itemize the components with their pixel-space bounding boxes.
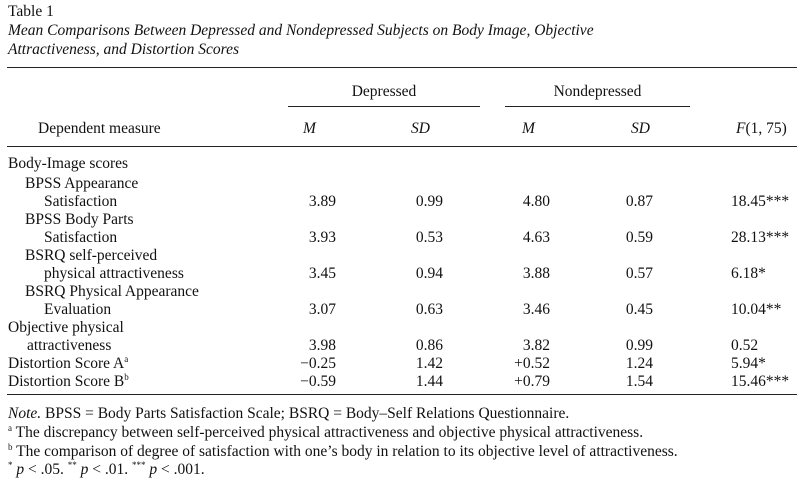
cell-sd-nondepressed: 1.24: [625, 355, 653, 372]
cell-m-depressed: 3.93: [308, 229, 336, 246]
cell-f: 10.04**: [731, 301, 782, 318]
row-label-line-2: physical attractiveness: [44, 265, 184, 282]
cell-m-depressed: −0.59: [300, 373, 336, 390]
row-label: Distortion Score Aa: [8, 355, 128, 373]
row-label-line-1: BPSS Body Parts: [25, 211, 134, 228]
footnote-b: b The comparison of degree of satisfacti…: [8, 443, 678, 461]
cell-m-nondepressed: +0.79: [514, 373, 550, 390]
cell-sd-nondepressed: 0.99: [625, 337, 653, 354]
cell-f: 6.18*: [731, 265, 766, 282]
table-title-line-2: Attractiveness, and Distortion Scores: [8, 41, 240, 58]
cell-sd-nondepressed: 0.45: [625, 301, 653, 318]
f-df: (1, 75): [745, 120, 787, 137]
cell-sd-nondepressed: 0.87: [625, 193, 653, 210]
cell-sd-depressed: 1.44: [415, 373, 443, 390]
column-header-sd-depressed: SD: [411, 120, 430, 137]
p2-value: < .01.: [88, 461, 132, 478]
footnote-a-text: The discrepancy between self-perceived p…: [12, 424, 644, 441]
f-symbol: F: [736, 120, 746, 137]
header-rule: [7, 146, 797, 147]
cell-m-depressed: 3.07: [308, 301, 336, 318]
p3-symbol: p: [145, 461, 158, 478]
cell-sd-nondepressed: 1.54: [625, 373, 653, 390]
row-label-line-1: BSRQ Physical Appearance: [25, 283, 199, 300]
significance-note: * p < .05. ** p < .01. *** p < .001.: [8, 461, 205, 479]
footnote-b-mark: b: [8, 442, 13, 452]
p3-value: < .001.: [157, 461, 205, 478]
row-label-text: Distortion Score B: [8, 373, 125, 390]
row-label-line-1: BSRQ self-perceived: [25, 247, 158, 264]
section-body-image: Body-Image scores: [8, 155, 129, 172]
group-rule-nondepressed: [505, 106, 690, 107]
cell-f: 5.94*: [731, 355, 766, 372]
cell-sd-depressed: 0.94: [415, 265, 443, 282]
cell-m-depressed: 3.45: [308, 265, 336, 282]
cell-m-nondepressed: +0.52: [514, 355, 550, 372]
cell-f: 15.46***: [731, 373, 790, 390]
row-label: Distortion Score Bb: [8, 373, 129, 391]
group-rule-depressed: [288, 106, 480, 107]
group-header-nondepressed: Nondepressed: [553, 83, 642, 100]
cell-f: 18.45***: [731, 193, 790, 210]
row-label-text: Distortion Score A: [8, 355, 125, 372]
note-label: Note.: [8, 405, 42, 422]
row-label-line-2: attractiveness: [27, 337, 112, 354]
footnote-marker: b: [124, 372, 129, 382]
cell-f: 0.52: [731, 337, 759, 354]
p2-mark: **: [67, 460, 77, 470]
p1-value: < .05.: [24, 461, 68, 478]
cell-sd-depressed: 0.86: [415, 337, 443, 354]
p2-symbol: p: [76, 461, 89, 478]
cell-m-nondepressed: 3.46: [522, 301, 550, 318]
cell-m-nondepressed: 4.63: [522, 229, 550, 246]
p3-mark: ***: [132, 460, 146, 470]
group-header-depressed: Depressed: [351, 83, 417, 100]
cell-sd-depressed: 0.53: [415, 229, 443, 246]
row-label-line-2: Satisfaction: [44, 229, 118, 246]
note-line: Note. BPSS = Body Parts Satisfaction Sca…: [8, 405, 569, 423]
column-header-m-depressed: M: [303, 120, 316, 137]
column-header-f: F(1, 75): [736, 120, 787, 138]
column-header-measure: Dependent measure: [38, 120, 161, 137]
cell-m-depressed: −0.25: [300, 355, 336, 372]
row-label-line-2: Satisfaction: [44, 193, 118, 210]
row-label-line-1: Objective physical: [8, 319, 124, 336]
note-text: BPSS = Body Parts Satisfaction Scale; BS…: [41, 405, 570, 422]
cell-m-depressed: 3.98: [308, 337, 336, 354]
footnote-a: a The discrepancy between self-perceived…: [8, 424, 643, 442]
footnote-marker: a: [124, 354, 129, 364]
bottom-rule: [7, 394, 797, 395]
cell-m-depressed: 3.89: [308, 193, 336, 210]
row-label-line-1: BPSS Appearance: [25, 175, 139, 192]
table-label: Table 1: [8, 3, 54, 20]
footnote-b-text: The comparison of degree of satisfaction…: [12, 443, 678, 460]
cell-f: 28.13***: [731, 229, 790, 246]
footnote-a-mark: a: [8, 423, 12, 433]
p1-mark: *: [8, 460, 13, 470]
cell-m-nondepressed: 3.82: [522, 337, 550, 354]
p1-symbol: p: [12, 461, 25, 478]
cell-m-nondepressed: 3.88: [522, 265, 550, 282]
cell-sd-depressed: 0.99: [415, 193, 443, 210]
cell-sd-nondepressed: 0.57: [625, 265, 653, 282]
cell-m-nondepressed: 4.80: [522, 193, 550, 210]
cell-sd-depressed: 0.63: [415, 301, 443, 318]
column-header-sd-nondepressed: SD: [631, 120, 650, 137]
table-title-line-1: Mean Comparisons Between Depressed and N…: [8, 22, 594, 39]
column-header-m-nondepressed: M: [522, 120, 535, 137]
row-label-line-2: Evaluation: [44, 301, 112, 318]
cell-sd-depressed: 1.42: [415, 355, 443, 372]
top-rule: [7, 67, 797, 68]
cell-sd-nondepressed: 0.59: [625, 229, 653, 246]
